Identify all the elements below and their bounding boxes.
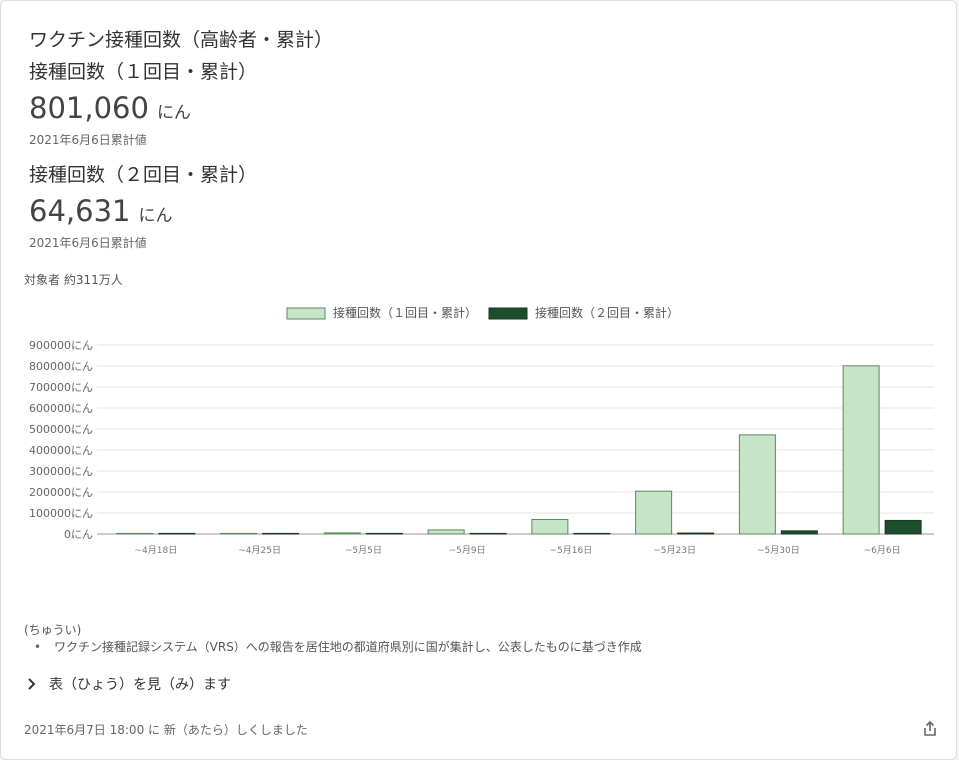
x-tick-label: ~5月5日 [345,545,382,556]
dose1-label: 接種回数（１回目・累計） [29,61,258,83]
bar-dose1 [738,434,776,535]
bar-dose2 [780,530,818,535]
dose2-value-row: 64,631 にん [29,194,172,228]
chevron-right-icon [28,678,36,690]
y-tick-label: 500000にん [29,423,93,436]
dose1-value-row: 801,060 にん [29,91,191,125]
bar-dose1 [842,365,880,535]
y-tick-label: 300000にん [29,465,93,478]
notes-list: ワクチン接種記録システム（VRS）への報告を居住地の都道府県別に国が集計し、公表… [24,638,642,655]
bar-dose1 [116,532,154,535]
legend-label-1: 接種回数（１回目・累計） [333,305,477,320]
card-title: ワクチン接種回数（高齢者・累計） [29,29,334,51]
legend-label-2: 接種回数（２回目・累計） [535,305,679,320]
dose2-date: 2021年6月6日累計値 [29,236,147,250]
bar-dose1 [635,490,673,535]
y-tick-label: 100000にん [29,507,93,520]
y-tick-label: 400000にん [29,444,93,457]
x-tick-label: ~5月30日 [757,545,800,556]
y-tick-label: 700000にん [29,381,93,394]
bar-dose2 [262,532,300,535]
x-tick-label: ~6月6日 [864,545,901,556]
bar-dose2 [469,532,507,535]
table-toggle-button[interactable]: 表（ひょう）を見（み）ます [25,674,231,694]
y-tick-label: 0にん [64,528,93,541]
share-icon[interactable] [921,720,939,738]
legend-swatch-1 [286,307,326,320]
y-tick-label: 600000にん [29,402,93,415]
legend-swatch-2 [488,307,528,320]
bar-dose2 [677,532,715,535]
bar-dose1 [427,529,465,535]
dose1-value: 801,060 [29,91,149,125]
dose1-date: 2021年6月6日累計値 [29,133,147,147]
x-tick-label: ~5月16日 [550,545,593,556]
target-population: 対象者 約311万人 [24,273,123,287]
table-toggle-label: 表（ひょう）を見（み）ます [49,677,231,693]
x-tick-label: ~4月18日 [135,545,178,556]
dose1-unit: にん [156,103,191,123]
x-tick-label: ~4月25日 [238,545,281,556]
x-tick-label: ~5月23日 [653,545,696,556]
vaccination-bar-chart: 接種回数（１回目・累計） 接種回数（２回目・累計） 0にん 100000にん 20000… [29,305,934,556]
bar-dose2 [884,519,922,535]
y-tick-label: 800000にん [29,360,93,373]
x-tick-label: ~5月9日 [449,545,486,556]
y-tick-label: 200000にん [29,486,93,499]
bar-dose1 [531,519,569,535]
dose2-unit: にん [138,206,173,226]
note-item: ワクチン接種記録システム（VRS）への報告を居住地の都道府県別に国が集計し、公表… [24,638,642,655]
dose2-value: 64,631 [29,194,131,228]
bar-dose2 [573,532,611,535]
bar-dose1 [220,532,258,535]
y-tick-label: 900000にん [29,339,93,352]
bar-dose2 [158,532,196,535]
dose2-label: 接種回数（２回目・累計） [29,164,258,186]
bar-dose2 [365,532,403,535]
bar-dose1 [323,532,361,535]
notes-heading: (ちゅうい) [24,623,82,637]
